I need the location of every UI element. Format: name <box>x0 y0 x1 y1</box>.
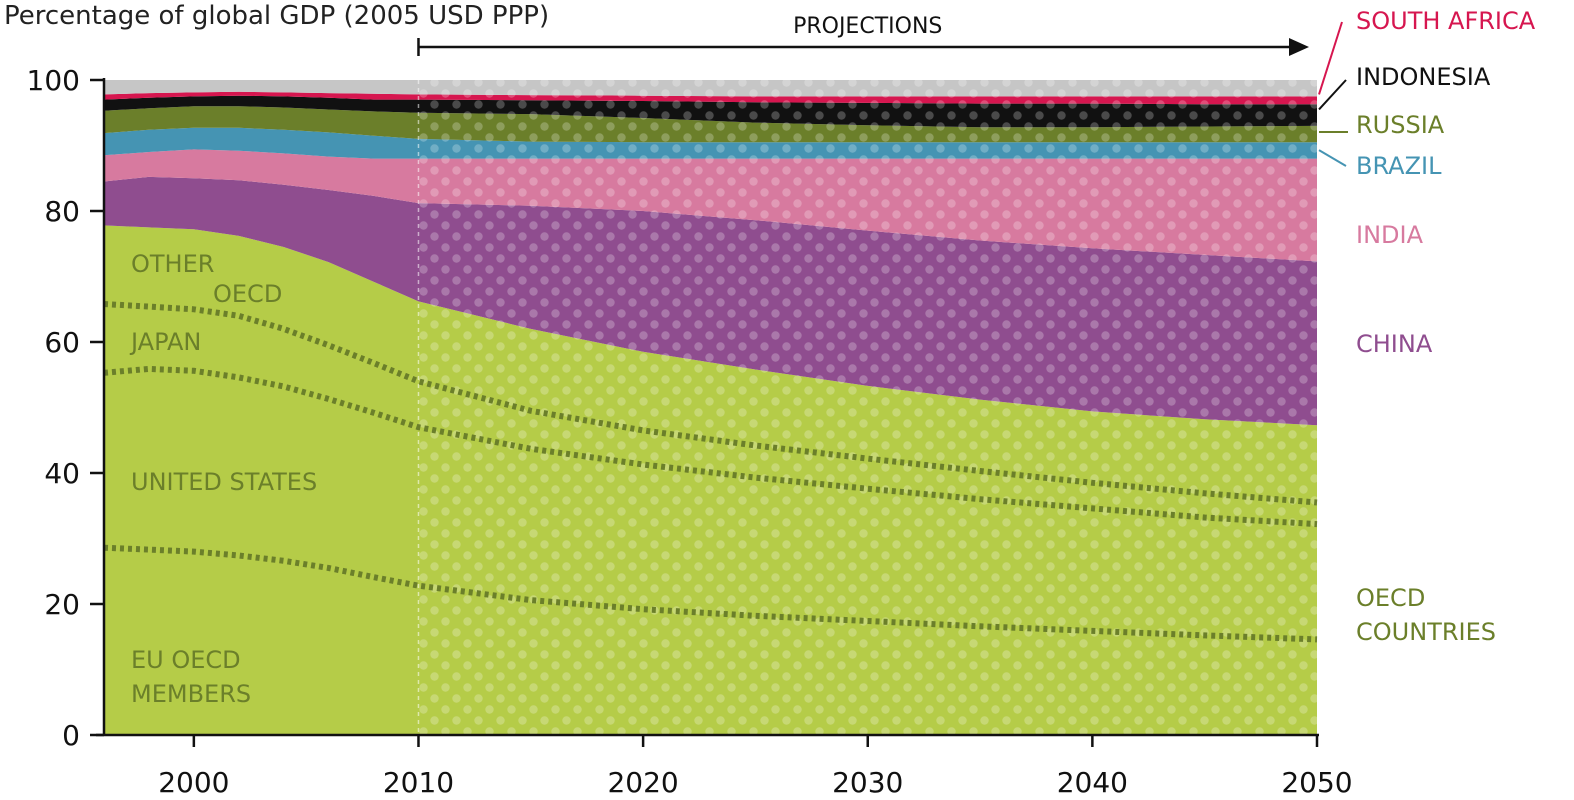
label-oecd-countries: OECD COUNTRIES <box>1356 584 1496 646</box>
y-tick-label: 60 <box>44 326 80 359</box>
y-tick-label: 80 <box>44 195 80 228</box>
leader-line-brazil <box>1318 149 1347 167</box>
boundary-line-united-states <box>103 544 1318 643</box>
label-south-africa: SOUTH AFRICA <box>1356 7 1536 35</box>
label-india: INDIA <box>1356 221 1424 249</box>
y-tick-label: 40 <box>44 457 80 490</box>
x-tick-label: 2020 <box>607 766 678 799</box>
x-tick-label: 2030 <box>832 766 903 799</box>
label-china: CHINA <box>1356 330 1433 358</box>
label-japan: JAPAN <box>129 328 201 356</box>
projections-arrow: PROJECTIONS <box>417 14 1309 56</box>
y-tick-label: 0 <box>62 719 80 752</box>
projections-arrow-head <box>1289 38 1309 56</box>
label-russia: RUSSIA <box>1356 111 1445 139</box>
y-tick-label: 20 <box>44 588 80 621</box>
leader-line-indonesia <box>1318 79 1347 111</box>
axes <box>96 78 1319 737</box>
label-eu-oecd-members: EU OECD MEMBERS <box>131 646 251 708</box>
oecd-sublines <box>103 301 1318 643</box>
x-tick-label: 2010 <box>383 766 454 799</box>
series-labels: OECD COUNTRIES CHINA INDIA BRAZIL RUSSIA INDON… <box>129 7 1536 708</box>
label-indonesia: INDONESIA <box>1356 63 1491 91</box>
leader-line-south-africa <box>1318 21 1343 95</box>
y-tick-label: 100 <box>27 64 80 97</box>
chart-title: Percentage of global GDP (2005 USD PPP) <box>4 1 549 31</box>
x-tick-label: 2000 <box>158 766 229 799</box>
boundary-line-other-oecd <box>103 301 1318 506</box>
boundary-line-japan <box>103 365 1318 528</box>
projections-label: PROJECTIONS <box>793 14 942 39</box>
projection-dot-pattern <box>418 80 1318 735</box>
label-other-oecd: OTHER OECD <box>131 250 282 308</box>
x-tick-label: 2050 <box>1281 766 1352 799</box>
label-brazil: BRAZIL <box>1356 152 1442 180</box>
x-tick-label: 2040 <box>1057 766 1128 799</box>
label-united-states: UNITED STATES <box>131 468 317 496</box>
